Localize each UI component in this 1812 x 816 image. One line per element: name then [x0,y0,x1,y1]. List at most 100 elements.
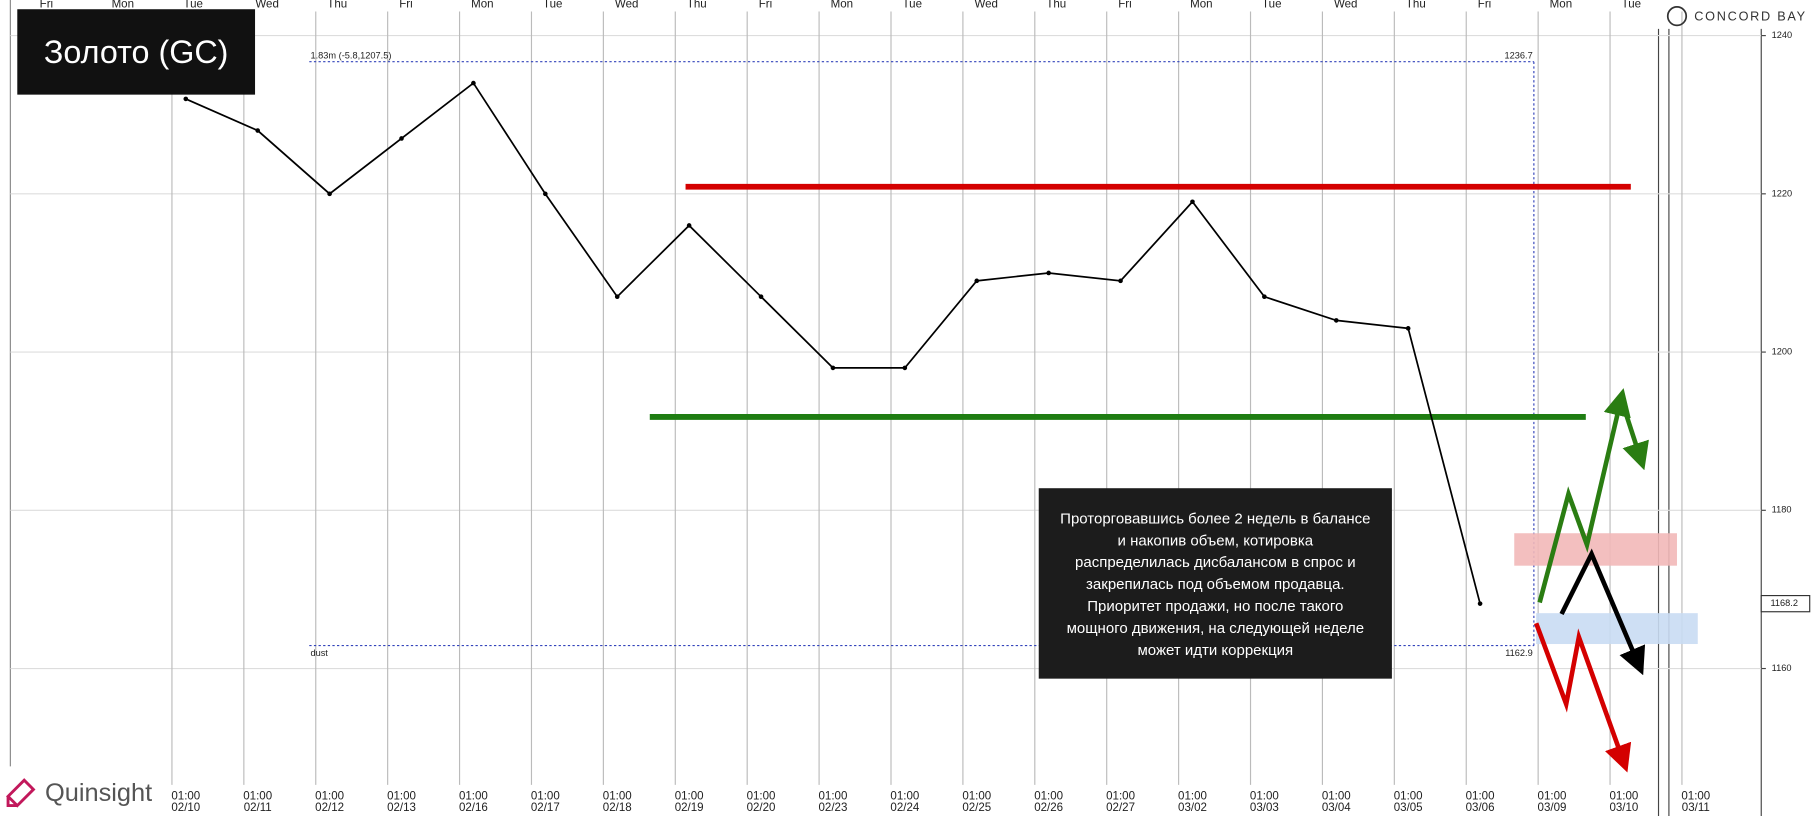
x-tick-time: 01:00 [1178,790,1207,802]
price-point [255,128,261,133]
day-label: Tue [1622,0,1641,11]
day-label: Tue [543,0,562,11]
day-label: Thu [1046,0,1066,11]
x-tick-label: 02/11 [244,802,272,814]
brand: CONCORD BAY [1694,10,1807,24]
x-tick-time: 01:00 [890,790,919,802]
x-tick-time: 01:00 [1466,790,1495,802]
price-point [830,365,836,371]
x-tick-time: 01:00 [1250,790,1279,802]
price-point [1118,278,1123,284]
x-tick-time: 01:00 [1106,790,1135,802]
price-point [974,278,980,284]
x-tick-label: 03/05 [1394,802,1423,814]
x-tick-time: 01:00 [1034,790,1063,802]
y-tick-label: 1180 [1772,505,1792,515]
y-tick-label: 1240 [1772,30,1793,40]
logo-bg [1,766,169,816]
annotation-line: мощного движения, на следующей неделе [1067,620,1364,637]
x-tick-label: 02/17 [531,802,560,814]
x-tick-time: 01:00 [243,790,272,802]
range-info: 1.83m (-5.8,1207.5) [310,50,391,60]
day-label: Wed [615,0,639,11]
x-tick-label: 02/19 [675,802,704,814]
day-label: Fri [1478,0,1491,11]
x-tick-label: 03/09 [1538,802,1567,814]
x-tick-label: 02/25 [962,802,991,814]
y-tick-label: 1160 [1772,663,1792,673]
price-point [1046,270,1051,276]
x-tick-time: 01:00 [1322,790,1351,802]
x-tick-time: 01:00 [747,790,776,802]
arrows [1534,388,1649,773]
price-point [327,191,332,197]
x-tick-time: 01:00 [1538,790,1567,802]
day-label: Fri [759,0,772,11]
logo-text: Quinsight [45,779,152,807]
annotation: Проторговавшись более 2 недель в балансе… [1060,510,1370,659]
title-box [17,9,256,95]
price-point [1477,601,1483,606]
annotation-line: Проторговавшись более 2 недель в балансе [1060,510,1370,527]
price-point [471,80,476,86]
day-label: Mon [471,0,493,11]
day-label: Thu [687,0,707,11]
price-point [614,294,620,299]
price-point [543,191,548,197]
price-point [399,136,404,141]
annotation-line: Приоритет продажи, но после такого [1087,598,1343,615]
x-tick-label: 02/12 [315,802,344,814]
x-tick-label: 03/02 [1178,802,1207,814]
grid: 1160118012001220124001:0002/1001:0002/11… [10,0,1792,814]
day-label: Mon [831,0,853,11]
day-label: Mon [1190,0,1212,11]
x-tick-time: 01:00 [1394,790,1423,802]
day-label: Thu [327,0,347,11]
range-low-label: 1162.9 [1505,648,1533,658]
x-tick-time: 01:00 [962,790,991,802]
x-tick-time: 01:00 [675,790,704,802]
y-tick-label: 1220 [1772,188,1793,198]
chart-title: Золото (GC) [44,34,229,70]
day-label: Fri [40,0,53,11]
day-label: Wed [974,0,998,11]
price-point [902,365,908,371]
day-label: Tue [183,0,202,11]
arrow [1537,388,1631,604]
arrow [1534,622,1632,773]
last-price-label: 1168.2 [1770,598,1798,608]
last-price-tag [1760,595,1811,613]
y-tick-label: 1200 [1772,347,1793,357]
x-tick-label: 02/10 [171,802,200,814]
annotation-line: распределилась дисбалансом в спрос и [1075,554,1356,571]
x-tick-time: 01:00 [171,790,200,802]
x-tick-time: 01:00 [1609,790,1638,802]
price-point [1333,318,1339,323]
brand-logo [1666,6,1688,27]
day-label: Thu [1406,0,1426,11]
x-tick-label: 03/03 [1250,802,1279,814]
x-tick-label: 02/20 [747,802,776,814]
annotation-line: и накопив объем, котировка [1118,532,1314,549]
day-label: Mon [1550,0,1572,11]
range-high-label: 1236.7 [1505,50,1533,60]
x-tick-label: 02/27 [1106,802,1135,814]
x-tick-label: 02/18 [603,802,632,814]
price-point [1262,294,1267,299]
day-label: Tue [1262,0,1281,11]
price-point [1405,326,1411,331]
arrow [1620,403,1649,471]
price-point [1190,199,1195,205]
day-label: Tue [903,0,922,11]
x-tick-time: 01:00 [819,790,848,802]
x-tick-time: 01:00 [531,790,560,802]
x-tick-label: 03/10 [1609,802,1638,814]
day-label: Wed [255,0,279,11]
logo-icon [6,778,36,808]
x-tick-time: 01:00 [603,790,632,802]
x-tick-label: 03/06 [1466,802,1495,814]
arrow [1559,548,1646,676]
annotation-line: закрепилась под объемом продавца. [1086,576,1345,593]
